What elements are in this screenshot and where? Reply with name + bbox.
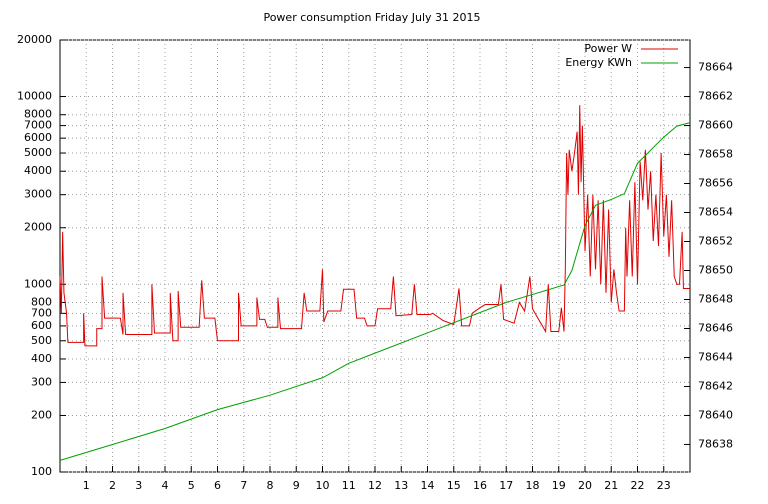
x-tick-label: 6 [214, 479, 221, 492]
legend-label: Energy KWh [565, 56, 632, 69]
y-tick-label: 2000 [24, 221, 52, 234]
y2-tick-label: 78640 [698, 408, 733, 421]
y-tick-label: 800 [31, 295, 52, 308]
x-tick-label: 15 [447, 479, 461, 492]
y2-tick-label: 78644 [698, 350, 733, 363]
y2-tick-label: 78658 [698, 148, 733, 161]
y-tick-label: 4000 [24, 164, 52, 177]
x-tick-label: 14 [421, 479, 435, 492]
y-tick-label: 600 [31, 319, 52, 332]
y-tick-label: 700 [31, 306, 52, 319]
chart-title: Power consumption Friday July 31 2015 [263, 11, 480, 24]
y-tick-label: 6000 [24, 131, 52, 144]
y-tick-label: 1000 [24, 277, 52, 290]
y2-tick-label: 78654 [698, 206, 733, 219]
series-line [59, 105, 690, 347]
y-tick-label: 500 [31, 334, 52, 347]
x-tick-label: 11 [342, 479, 356, 492]
y2-tick-label: 78642 [698, 379, 733, 392]
x-tick-label: 7 [240, 479, 247, 492]
x-tick-label: 1 [83, 479, 90, 492]
y-tick-label: 100 [31, 465, 52, 478]
x-tick-label: 23 [657, 479, 671, 492]
series-line [59, 122, 691, 461]
x-tick-label: 12 [368, 479, 382, 492]
x-tick-label: 22 [631, 479, 645, 492]
y2-tick-label: 78648 [698, 292, 733, 305]
y2-tick-label: 78660 [698, 119, 733, 132]
y-tick-label: 200 [31, 408, 52, 421]
y-tick-label: 7000 [24, 119, 52, 132]
x-tick-label: 2 [109, 479, 116, 492]
x-tick-label: 4 [162, 479, 169, 492]
y2-tick-label: 78650 [698, 263, 733, 276]
x-tick-label: 10 [316, 479, 330, 492]
y-tick-label: 400 [31, 352, 52, 365]
y-tick-label: 10000 [17, 90, 52, 103]
y2-tick-label: 78664 [698, 61, 733, 74]
x-tick-label: 16 [473, 479, 487, 492]
y-tick-label: 300 [31, 375, 52, 388]
x-tick-label: 13 [394, 479, 408, 492]
x-tick-label: 3 [135, 479, 142, 492]
x-tick-label: 17 [499, 479, 513, 492]
y2-tick-label: 78652 [698, 235, 733, 248]
y2-tick-label: 78646 [698, 321, 733, 334]
y2-tick-label: 78662 [698, 90, 733, 103]
y2-tick-label: 78656 [698, 177, 733, 190]
x-tick-label: 19 [552, 479, 566, 492]
x-tick-label: 9 [293, 479, 300, 492]
y-tick-label: 3000 [24, 188, 52, 201]
y-tick-label: 20000 [17, 33, 52, 46]
x-tick-label: 8 [267, 479, 274, 492]
x-tick-label: 5 [188, 479, 195, 492]
y-tick-label: 8000 [24, 108, 52, 121]
x-tick-label: 18 [526, 479, 540, 492]
y-tick-label: 5000 [24, 146, 52, 159]
legend-label: Power W [584, 42, 632, 55]
x-tick-label: 20 [578, 479, 592, 492]
y2-tick-label: 78638 [698, 437, 733, 450]
x-tick-label: 21 [604, 479, 618, 492]
